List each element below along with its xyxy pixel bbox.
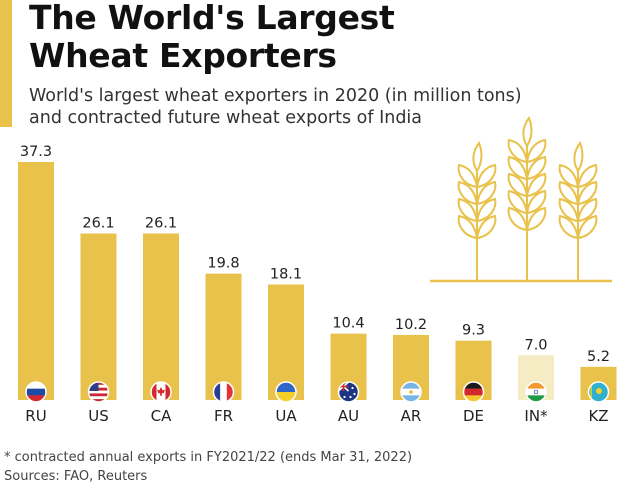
value-label-de: 9.3 [462, 323, 485, 339]
category-label-ca: CA [151, 407, 172, 425]
title-line-1: The World's Largest [29, 0, 395, 37]
title-line-2: Wheat Exporters [29, 36, 337, 75]
flag-kz-icon [587, 381, 610, 403]
category-label-de: DE [463, 407, 484, 425]
footnote-text: * contracted annual exports in FY2021/22… [4, 450, 413, 465]
value-label-au: 10.4 [332, 316, 364, 332]
category-label-us: US [88, 407, 109, 425]
flag-ar-icon [400, 381, 422, 403]
bar-ca [143, 233, 179, 400]
flag-fr-icon [212, 381, 235, 403]
category-label-in: IN* [524, 407, 548, 425]
wheat-stalk-icon [457, 140, 497, 281]
flag-in-icon [525, 381, 547, 403]
flag-de-icon [462, 381, 485, 403]
value-label-us: 26.1 [82, 215, 114, 231]
bar-fr [205, 273, 242, 400]
wheat-illustration-icon [457, 115, 598, 281]
value-label-ar: 10.2 [395, 317, 427, 333]
wheat-stalk-icon [558, 140, 598, 281]
flag-ru-icon [25, 381, 47, 403]
subtitle-line-1: World's largest wheat exporters in 2020 … [29, 86, 522, 106]
accent-bar [0, 0, 12, 127]
category-label-ar: AR [401, 407, 422, 425]
bar-ru [18, 162, 54, 400]
footnote: * contracted annual exports in FY2021/22… [4, 448, 412, 486]
flag-ca-icon [150, 381, 172, 403]
value-label-fr: 19.8 [207, 256, 239, 272]
flags-group [25, 381, 610, 403]
wheat-stalk-icon [507, 115, 547, 281]
flag-au-icon [337, 381, 360, 403]
category-label-kz: KZ [588, 407, 608, 425]
flag-us-icon [87, 381, 110, 403]
category-label-au: AU [338, 407, 359, 425]
category-label-ru: RU [25, 407, 46, 425]
value-label-in: 7.0 [524, 337, 547, 353]
subtitle-line-2: and contracted future wheat exports of I… [29, 108, 423, 128]
chart-title: The World's Largest Wheat Exporters [29, 0, 449, 75]
bar-us [80, 233, 117, 400]
category-label-fr: FR [214, 407, 233, 425]
category-label-ua: UA [275, 407, 297, 425]
flag-ua-icon [275, 381, 297, 403]
value-label-kz: 5.2 [587, 349, 610, 365]
labels-group: 37.3 RU 26.1 US 26.1 CA 19.8 FR 18.1 UA 10.4 AU 10.2… [20, 144, 610, 425]
chart-subtitle: World's largest wheat exporters in 2020 … [29, 85, 609, 129]
value-label-ua: 18.1 [270, 267, 302, 283]
sources-text: Sources: FAO, Reuters [4, 469, 148, 484]
value-label-ca: 26.1 [145, 215, 177, 231]
bar-ua [268, 284, 304, 400]
value-label-ru: 37.3 [20, 144, 52, 160]
